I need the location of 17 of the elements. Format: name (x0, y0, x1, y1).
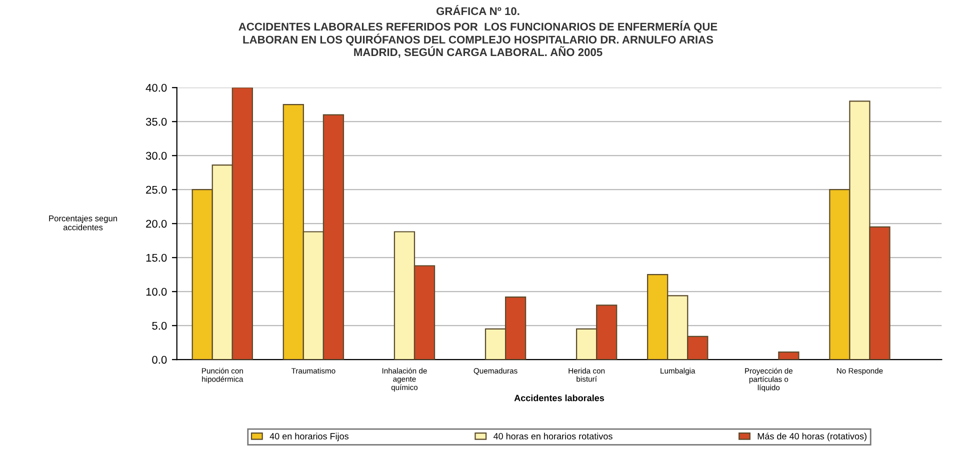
y-tick-label: 5.0 (152, 322, 167, 330)
y-tick-label: 15.0 (146, 254, 167, 262)
legend-label: Más de 40 horas (rotativos) (758, 432, 866, 442)
chart-title: GRÁFICA Nº 10. (436, 5, 520, 16)
y-tick-label: 25.0 (146, 186, 167, 194)
y-tick-label: 35.0 (146, 118, 167, 126)
y-tick-label: 10.0 (146, 288, 167, 296)
y-tick-label: 20.0 (146, 220, 167, 228)
x-axis-title: Accidentes laborales (514, 394, 604, 402)
chart-subtitle: ACCIDENTES LABORALES REFERIDOS POR LOS FUNCIONARIOS DE ENFERMERÍA QUE LABORAN EN LOS QUIRÓFANOS DEL COMPLEJO HOSPITALARIO DR. ARNULFO ARIAS MADRID, SEGÚN CARGA LABORAL. AÑO 2005 (238, 20, 718, 58)
y-axis-title: Porcentajes segun accidentes (49, 215, 117, 230)
y-tick-label: 30.0 (146, 152, 167, 160)
y-tick-label: 0.0 (152, 356, 167, 364)
bar (778, 352, 800, 360)
legend-label: 40 horas en horarios rotativos (493, 432, 612, 440)
y-tick-label: 40.0 (146, 84, 167, 92)
legend-label: 40 en horarios Fijos (270, 432, 349, 442)
